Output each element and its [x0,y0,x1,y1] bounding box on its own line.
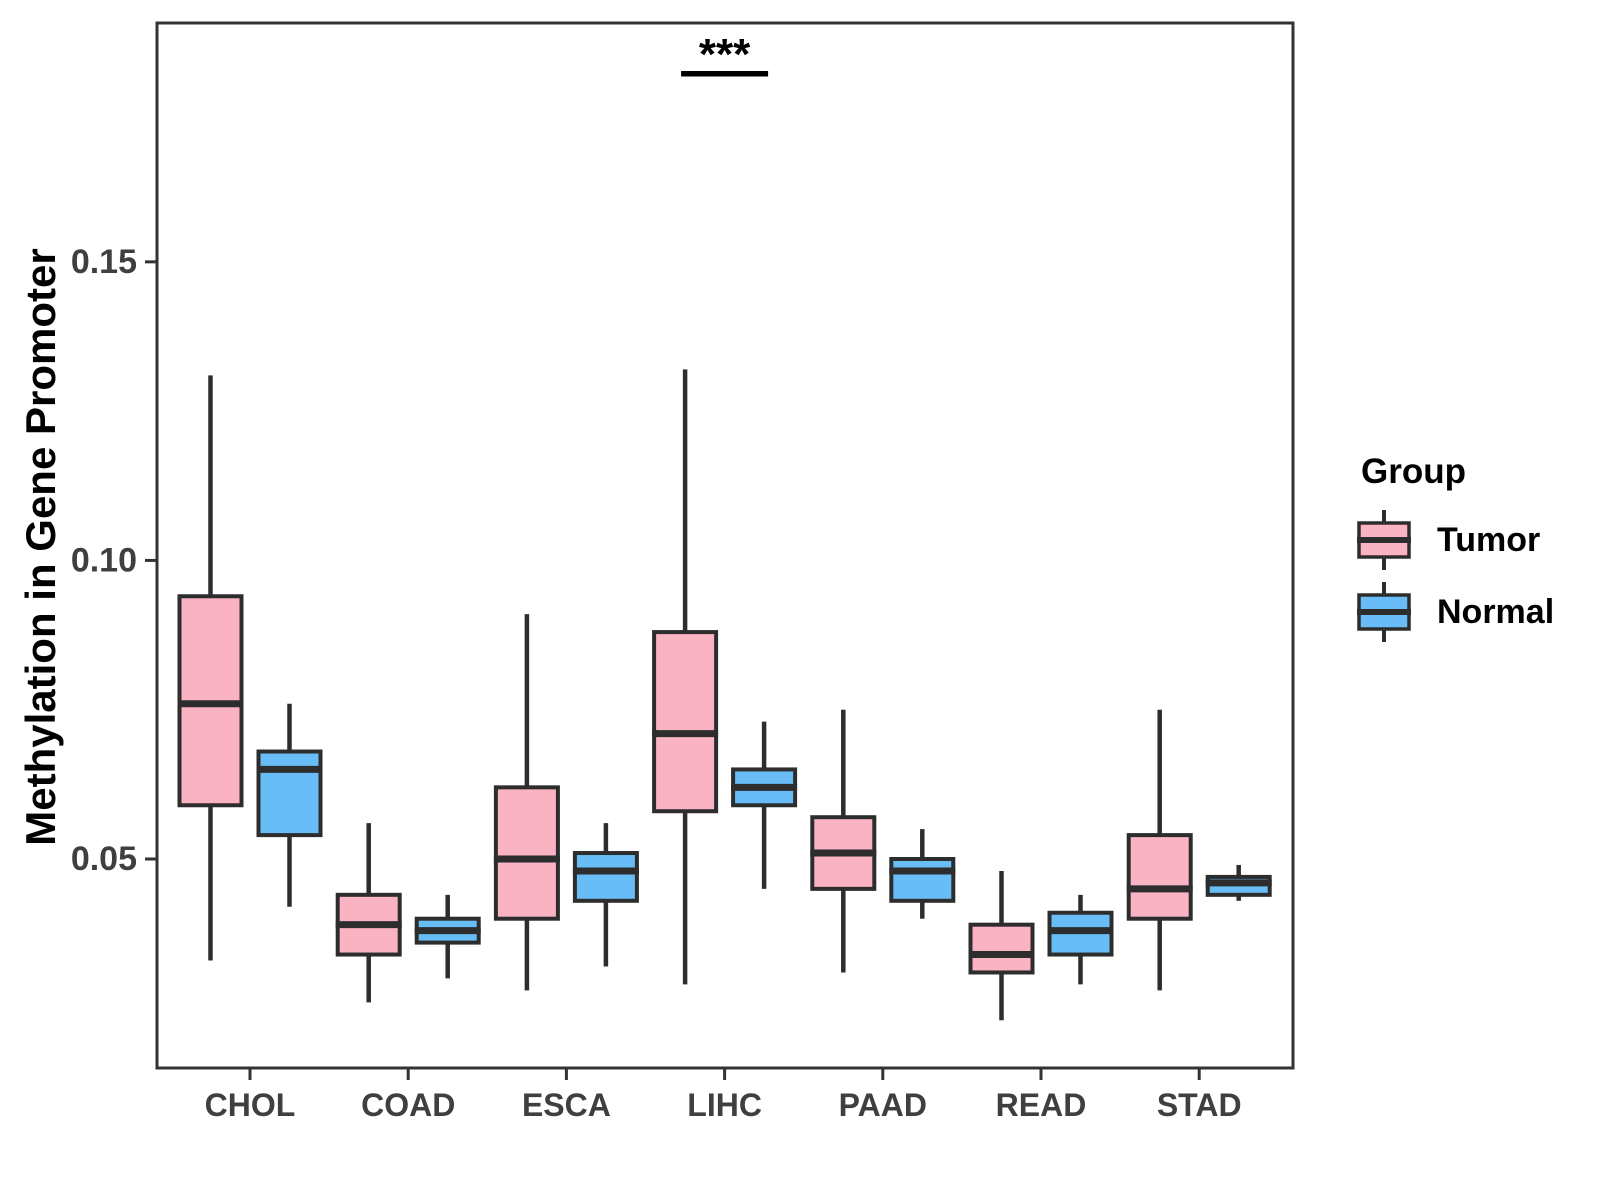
legend-title: Group [1361,452,1466,491]
y-tick-label-0.05: 0.05 [71,840,137,878]
significance-stars: *** [699,30,751,79]
legend-entry-tumor: Tumor [1355,508,1554,572]
x-tick-label-COAD: COAD [361,1087,455,1123]
y-axis-title: Methylation in Gene Promoter [17,248,64,846]
x-tick-label-ESCA: ESCA [522,1087,611,1123]
box-CHOL-Normal [256,749,323,838]
x-tick-label-PAAD: PAAD [839,1087,927,1123]
normal-boxplot-key-icon [1357,582,1411,642]
box-ESCA-Tumor [493,785,560,921]
y-tick-label-0.15: 0.15 [71,243,137,281]
box-STAD-Tumor [1126,833,1193,921]
box-LIHC-Tumor [652,630,719,814]
tumor-boxplot-key-icon [1357,510,1411,570]
legend: Group Tumor Normal [1355,452,1554,652]
legend-label-normal: Normal [1437,592,1555,631]
y-tick-label-0.10: 0.10 [71,541,137,579]
legend-label-tumor: Tumor [1437,520,1541,559]
box-PAAD-Normal [889,857,956,903]
legend-entry-normal: Normal [1355,580,1554,644]
box-ESCA-Normal [572,851,639,903]
x-tick-label-LIHC: LIHC [687,1087,762,1123]
x-tick-label-STAD: STAD [1157,1087,1242,1123]
x-tick-label-CHOL: CHOL [205,1087,296,1123]
box-READ-Tumor [968,922,1035,975]
panel-border [155,21,1295,1070]
x-tick-label-READ: READ [996,1087,1087,1123]
